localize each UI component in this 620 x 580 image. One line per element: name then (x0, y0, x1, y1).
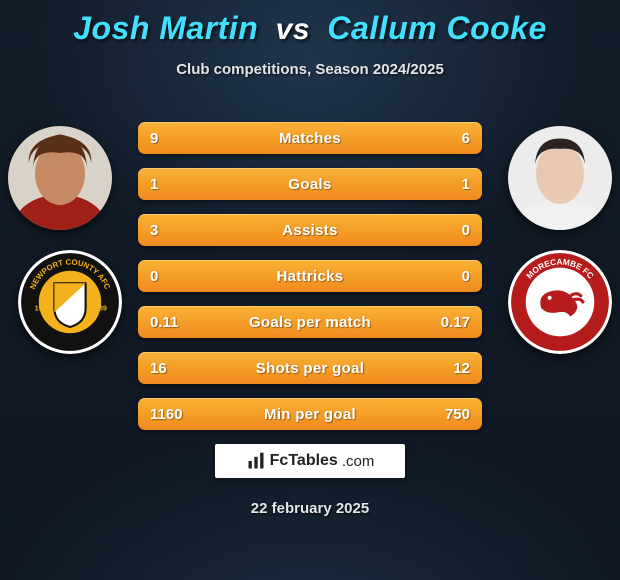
stat-label: Assists (210, 222, 410, 239)
svg-text:1989: 1989 (91, 303, 107, 312)
stat-left-value: 16 (138, 360, 210, 377)
stat-label: Min per goal (210, 406, 410, 423)
stat-label: Shots per goal (210, 360, 410, 377)
stat-right-value: 6 (410, 130, 482, 147)
fctables-watermark: FcTables.com (215, 444, 405, 478)
player1-avatar (8, 126, 112, 230)
crest-icon: NEWPORT COUNTY AFC exíles 1912 1989 (18, 250, 122, 354)
watermark-domain: .com (342, 453, 375, 470)
stat-row: 1 Goals 1 (138, 168, 482, 200)
stat-row: 16 Shots per goal 12 (138, 352, 482, 384)
bar-chart-icon (246, 451, 266, 471)
stat-label: Matches (210, 130, 410, 147)
player1-name: Josh Martin (73, 10, 258, 46)
comparison-title: Josh Martin vs Callum Cooke (0, 0, 620, 47)
stat-row: 9 Matches 6 (138, 122, 482, 154)
stat-row: 3 Assists 0 (138, 214, 482, 246)
stat-left-value: 1160 (138, 406, 210, 423)
player1-club-crest: NEWPORT COUNTY AFC exíles 1912 1989 (18, 250, 122, 354)
svg-text:1912: 1912 (35, 303, 51, 312)
stat-left-value: 0 (138, 268, 210, 285)
avatar-placeholder-icon (8, 126, 112, 230)
stat-left-value: 0.11 (138, 314, 210, 331)
subtitle: Club competitions, Season 2024/2025 (0, 61, 620, 78)
stat-row: 0.11 Goals per match 0.17 (138, 306, 482, 338)
stat-label: Goals per match (210, 314, 410, 331)
player2-name: Callum Cooke (327, 10, 546, 46)
stat-left-value: 9 (138, 130, 210, 147)
snapshot-date: 22 february 2025 (0, 500, 620, 517)
stat-rows: 9 Matches 6 1 Goals 1 3 Assists 0 0 Hatt… (138, 122, 482, 430)
avatar-placeholder-icon (508, 126, 612, 230)
stat-right-value: 1 (410, 176, 482, 193)
player2-avatar (508, 126, 612, 230)
stat-label: Hattricks (210, 268, 410, 285)
stat-label: Goals (210, 176, 410, 193)
vs-label: vs (276, 13, 310, 46)
player2-club-crest: MORECAMBE FC (508, 250, 612, 354)
stat-right-value: 12 (410, 360, 482, 377)
stat-right-value: 0 (410, 222, 482, 239)
stat-row: 0 Hattricks 0 (138, 260, 482, 292)
stat-left-value: 1 (138, 176, 210, 193)
watermark-brand: FcTables (270, 452, 338, 470)
crest-icon: MORECAMBE FC (508, 250, 612, 354)
stat-row: 1160 Min per goal 750 (138, 398, 482, 430)
stat-right-value: 0 (410, 268, 482, 285)
stat-left-value: 3 (138, 222, 210, 239)
stat-right-value: 750 (410, 406, 482, 423)
stat-right-value: 0.17 (410, 314, 482, 331)
